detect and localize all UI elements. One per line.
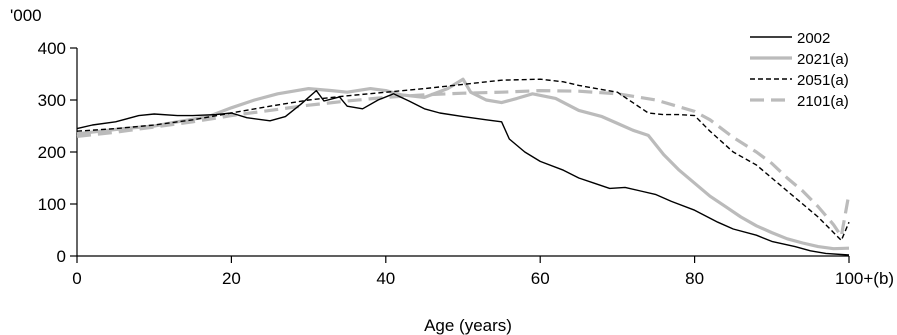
- x-tick-label: 100+(b): [835, 269, 894, 288]
- x-tick-label: 0: [72, 269, 81, 288]
- legend-label: 2051(a): [797, 72, 849, 89]
- x-tick-label: 40: [376, 269, 395, 288]
- x-tick-label: 80: [685, 269, 704, 288]
- x-tick-label: 60: [531, 269, 550, 288]
- y-tick-label: 400: [38, 39, 66, 58]
- x-axis-title: Age (years): [424, 316, 512, 335]
- series-line-2021a: [76, 77, 850, 251]
- series-line-2101a: [76, 89, 851, 238]
- legend-label: 2002: [797, 30, 830, 47]
- y-tick-label: 100: [38, 195, 66, 214]
- series-line-2051a: [76, 78, 850, 242]
- legend: 2002 2021(a) 2051(a) 2101(a): [750, 30, 849, 110]
- plot-area: [76, 77, 851, 256]
- legend-label: 2021(a): [797, 51, 849, 68]
- axes: 0 100 200 300 400 0 20 40 60 80 100+(b) '000 Age (ye…: [10, 6, 894, 335]
- y-axis-unit-label: '000: [10, 6, 42, 25]
- y-tick-label: 300: [38, 91, 66, 110]
- y-tick-label: 0: [57, 247, 66, 266]
- y-tick-label: 200: [38, 143, 66, 162]
- x-tick-label: 20: [222, 269, 241, 288]
- legend-label: 2101(a): [797, 93, 849, 110]
- series-line-2002: [76, 89, 850, 256]
